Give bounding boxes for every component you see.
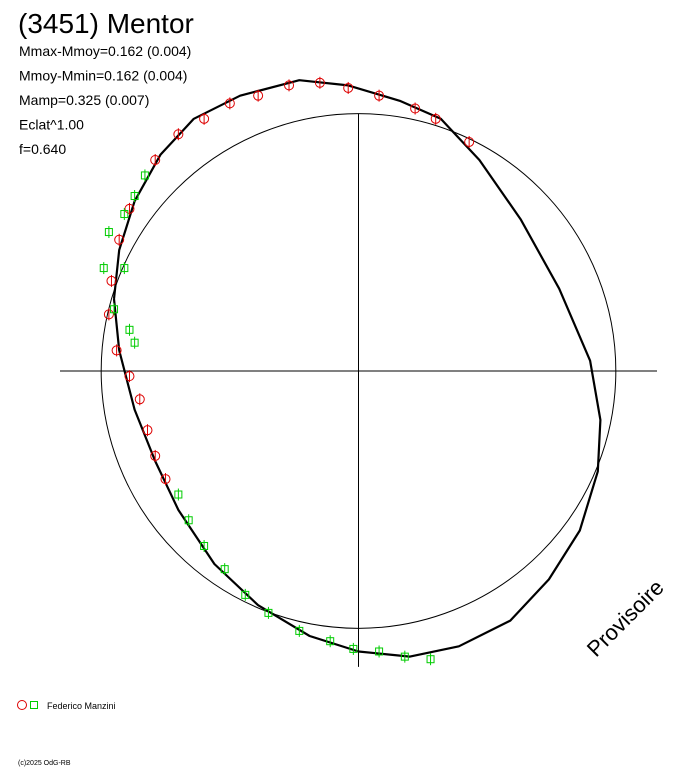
data-point <box>110 305 119 314</box>
watermark: Provisoire <box>582 575 669 662</box>
stat-line: Mmoy-Mmin=0.162 (0.004) <box>19 68 187 84</box>
reference-circle <box>100 113 617 629</box>
data-point <box>295 626 304 635</box>
data-point <box>426 655 435 664</box>
data-point <box>111 345 122 356</box>
data-point <box>199 113 210 124</box>
data-point <box>114 234 125 245</box>
stat-line: Mamp=0.325 (0.007) <box>19 92 149 108</box>
data-point <box>150 154 161 165</box>
data-point <box>349 644 358 653</box>
data-point <box>125 325 134 334</box>
data-point <box>264 608 273 617</box>
data-point <box>326 637 335 646</box>
data-point <box>224 98 235 109</box>
data-point <box>120 210 129 219</box>
data-point <box>464 136 475 147</box>
chart-title: (3451) Mentor <box>18 8 194 39</box>
data-point <box>106 275 117 286</box>
data-point <box>253 90 264 101</box>
data-point <box>120 264 129 273</box>
data-point <box>220 565 229 574</box>
data-point <box>134 394 145 405</box>
data-point <box>200 541 209 550</box>
data-point <box>140 171 149 180</box>
footer: (c)2025 OdG-RB <box>18 760 71 767</box>
data-point <box>160 474 171 485</box>
data-point <box>124 203 135 214</box>
data-point <box>124 371 135 382</box>
data-point <box>130 338 139 347</box>
data-point <box>400 652 409 661</box>
data-point <box>374 90 385 101</box>
data-point <box>430 113 441 124</box>
model-curve <box>112 79 602 658</box>
legend-marker <box>17 700 27 710</box>
data-point <box>343 82 354 93</box>
data-point <box>130 192 139 201</box>
legend-label: Federico Manzini <box>47 701 116 711</box>
data-point <box>410 103 421 114</box>
data-point <box>173 129 184 140</box>
data-point <box>241 590 250 599</box>
data-point <box>103 309 114 320</box>
data-point <box>174 490 183 499</box>
data-point <box>375 647 384 656</box>
stat-line: Eclat^1.00 <box>19 117 84 133</box>
data-point <box>142 425 153 436</box>
legend-marker <box>30 701 38 709</box>
data-point <box>150 450 161 461</box>
data-point <box>284 80 295 91</box>
data-point <box>314 77 325 88</box>
data-point <box>99 264 108 273</box>
data-point <box>104 228 113 237</box>
stat-line: f=0.640 <box>19 141 66 157</box>
stat-line: Mmax-Mmoy=0.162 (0.004) <box>19 43 191 59</box>
data-point <box>184 516 193 525</box>
